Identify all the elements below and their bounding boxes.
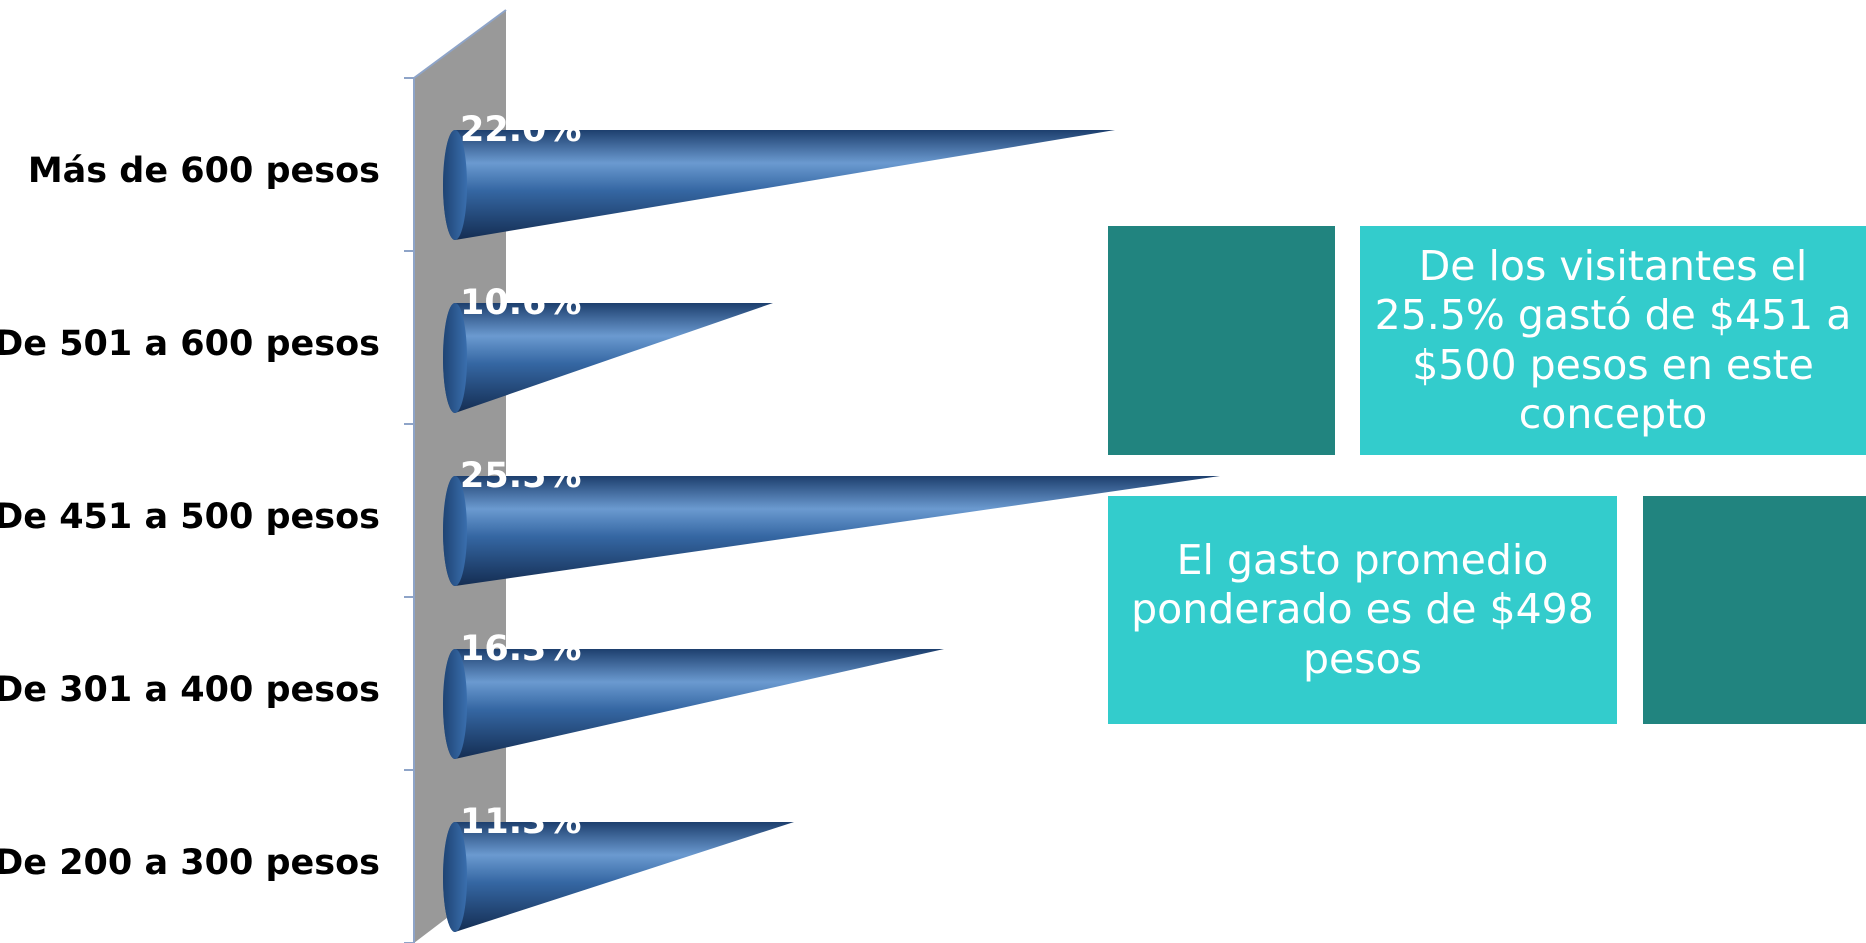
cone-bar bbox=[443, 822, 794, 932]
callout-bottom: El gasto promedio ponderado es de $498 p… bbox=[1108, 496, 1617, 724]
cone-base bbox=[443, 822, 467, 932]
cone-base bbox=[443, 130, 467, 240]
cone-base bbox=[443, 476, 467, 586]
value-label: 22.0% bbox=[460, 110, 581, 150]
callout-top-text: De los visitantes el 25.5% gastó de $451… bbox=[1374, 242, 1852, 438]
cone-bar bbox=[443, 649, 944, 759]
callout-top: De los visitantes el 25.5% gastó de $451… bbox=[1360, 226, 1866, 455]
value-label: 11.3% bbox=[460, 802, 581, 842]
cone-base bbox=[443, 303, 467, 413]
value-label: 25.5% bbox=[460, 456, 581, 496]
cone-bar bbox=[443, 303, 773, 413]
cone-bar bbox=[443, 476, 1220, 586]
value-label: 10.6% bbox=[460, 283, 581, 323]
cone-base bbox=[443, 649, 467, 759]
callout-accent-top bbox=[1108, 226, 1335, 455]
category-label: Más de 600 pesos bbox=[28, 151, 380, 191]
category-label: De 451 a 500 pesos bbox=[0, 497, 380, 537]
callout-accent-bottom bbox=[1643, 496, 1866, 724]
callout-bottom-text: El gasto promedio ponderado es de $498 p… bbox=[1131, 536, 1594, 683]
category-label: De 200 a 300 pesos bbox=[0, 843, 380, 883]
value-label: 16.3% bbox=[460, 629, 581, 669]
category-label: De 501 a 600 pesos bbox=[0, 324, 380, 364]
chart-wall-edge bbox=[413, 9, 507, 79]
category-label: De 301 a 400 pesos bbox=[0, 670, 380, 710]
cone-bar bbox=[443, 130, 1115, 240]
